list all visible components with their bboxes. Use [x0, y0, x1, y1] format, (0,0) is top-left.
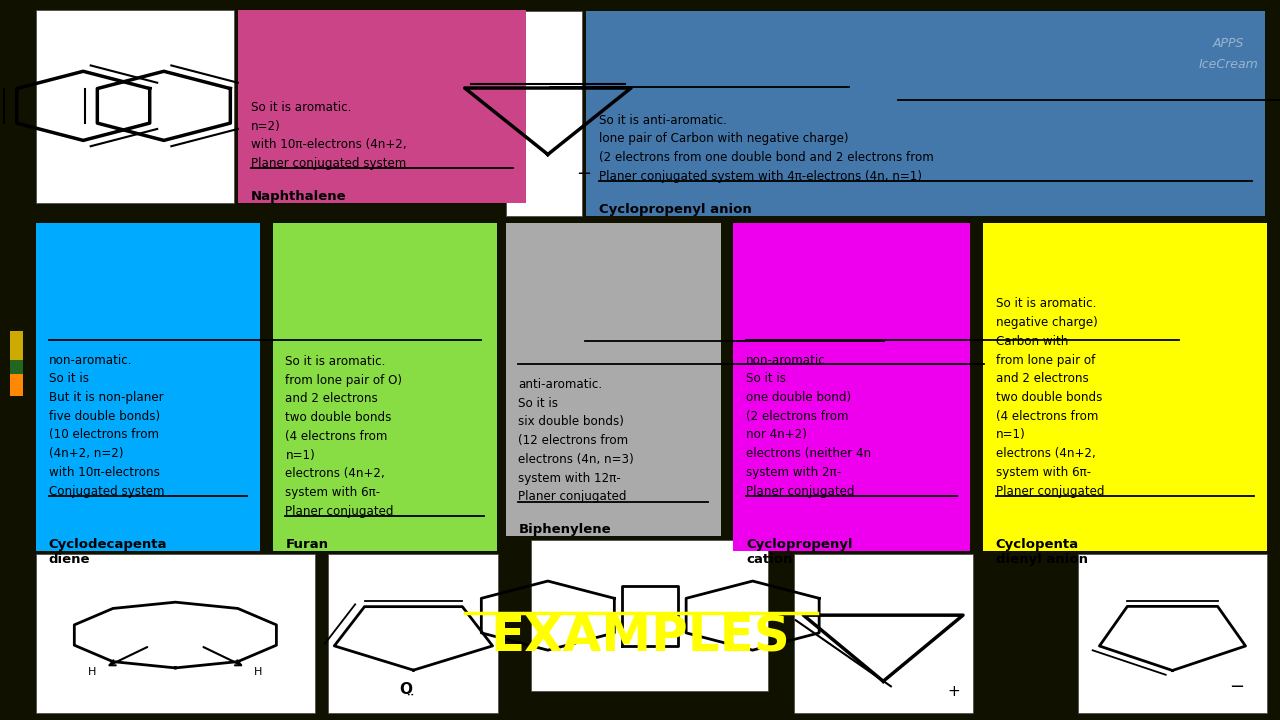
Text: non-aromatic.: non-aromatic.: [746, 354, 829, 366]
Text: and 2 electrons: and 2 electrons: [996, 372, 1088, 385]
FancyBboxPatch shape: [506, 11, 582, 216]
Text: lone pair of Carbon with negative charge): lone pair of Carbon with negative charge…: [599, 132, 849, 145]
Text: Planer conjugated system with 4π-electrons (4n, n=1): Planer conjugated system with 4π-electro…: [599, 170, 922, 183]
Text: Planer conjugated: Planer conjugated: [518, 490, 627, 503]
Text: Planer conjugated: Planer conjugated: [996, 485, 1105, 498]
Text: (12 electrons from: (12 electrons from: [518, 434, 628, 447]
Text: anti-aromatic.: anti-aromatic.: [518, 378, 603, 391]
Text: with 10π-electrons (4n+2,: with 10π-electrons (4n+2,: [251, 138, 407, 151]
Text: ¨: ¨: [404, 693, 415, 710]
Text: So it is aromatic.: So it is aromatic.: [251, 101, 351, 114]
FancyBboxPatch shape: [506, 223, 721, 536]
Text: So it is anti-aromatic.: So it is anti-aromatic.: [599, 114, 727, 127]
Text: Cyclopropenyl anion: Cyclopropenyl anion: [599, 203, 751, 216]
Text: (4n+2, n=2): (4n+2, n=2): [49, 447, 123, 460]
Text: from lone pair of: from lone pair of: [996, 354, 1096, 366]
FancyBboxPatch shape: [10, 360, 23, 374]
FancyBboxPatch shape: [733, 223, 970, 551]
Text: system with 6π-: system with 6π-: [996, 466, 1091, 479]
Text: −: −: [1229, 678, 1244, 696]
Text: EXAMPLES: EXAMPLES: [490, 613, 790, 661]
Text: Planer conjugated system: Planer conjugated system: [251, 157, 406, 170]
Text: two double bonds: two double bonds: [996, 391, 1102, 404]
Text: Cyclodecapenta
diene: Cyclodecapenta diene: [49, 538, 168, 567]
Text: Carbon with: Carbon with: [996, 335, 1069, 348]
Text: with 10π-electrons: with 10π-electrons: [49, 466, 160, 479]
Text: So it is aromatic.: So it is aromatic.: [996, 297, 1096, 310]
Text: n=1): n=1): [996, 428, 1025, 441]
FancyBboxPatch shape: [36, 10, 234, 203]
Text: system with 2π-: system with 2π-: [746, 466, 841, 479]
Text: n=2): n=2): [251, 120, 280, 132]
FancyBboxPatch shape: [238, 10, 526, 203]
Text: Planer conjugated: Planer conjugated: [285, 505, 394, 518]
Text: one double bond): one double bond): [746, 391, 851, 404]
Text: Conjugated system: Conjugated system: [49, 485, 164, 498]
Text: (4 electrons from: (4 electrons from: [285, 430, 388, 443]
Text: five double bonds): five double bonds): [49, 410, 160, 423]
Text: Cyclopenta
dienyl anion: Cyclopenta dienyl anion: [996, 538, 1088, 567]
Text: H: H: [255, 667, 262, 678]
FancyBboxPatch shape: [983, 223, 1267, 551]
Text: IceCream: IceCream: [1199, 58, 1258, 71]
Text: (4 electrons from: (4 electrons from: [996, 410, 1098, 423]
Text: H: H: [88, 667, 96, 678]
FancyBboxPatch shape: [794, 554, 973, 713]
Text: (2 electrons from one double bond and 2 electrons from: (2 electrons from one double bond and 2 …: [599, 151, 934, 164]
Text: two double bonds: two double bonds: [285, 411, 392, 424]
Text: system with 6π-: system with 6π-: [285, 486, 380, 499]
Text: six double bonds): six double bonds): [518, 415, 625, 428]
Text: Furan: Furan: [285, 538, 329, 551]
Text: system with 12π-: system with 12π-: [518, 472, 621, 485]
FancyBboxPatch shape: [273, 223, 497, 551]
Text: −: −: [576, 164, 591, 182]
FancyBboxPatch shape: [10, 374, 23, 396]
Text: So it is: So it is: [49, 372, 88, 385]
Text: nor 4n+2): nor 4n+2): [746, 428, 808, 441]
FancyBboxPatch shape: [36, 554, 315, 713]
Text: APPS: APPS: [1213, 37, 1244, 50]
Text: But it is non-planer: But it is non-planer: [49, 391, 164, 404]
FancyBboxPatch shape: [586, 11, 1265, 216]
Text: n=1): n=1): [285, 449, 315, 462]
Text: Naphthalene: Naphthalene: [251, 190, 347, 203]
Text: (2 electrons from: (2 electrons from: [746, 410, 849, 423]
FancyBboxPatch shape: [328, 554, 498, 713]
Text: +: +: [947, 684, 960, 698]
Text: Planer conjugated: Planer conjugated: [746, 485, 855, 498]
Text: negative charge): negative charge): [996, 316, 1097, 329]
Text: Biphenylene: Biphenylene: [518, 523, 611, 536]
FancyBboxPatch shape: [1078, 554, 1267, 713]
Text: O: O: [399, 682, 412, 696]
Text: So it is: So it is: [518, 397, 558, 410]
Text: electrons (4n, n=3): electrons (4n, n=3): [518, 453, 634, 466]
Text: So it is aromatic.: So it is aromatic.: [285, 355, 385, 368]
Text: from lone pair of O): from lone pair of O): [285, 374, 402, 387]
Text: Cyclopropenyl
cation: Cyclopropenyl cation: [746, 538, 852, 567]
Text: and 2 electrons: and 2 electrons: [285, 392, 378, 405]
FancyBboxPatch shape: [531, 540, 768, 691]
Text: electrons (4n+2,: electrons (4n+2,: [285, 467, 385, 480]
Text: non-aromatic.: non-aromatic.: [49, 354, 132, 366]
Text: electrons (4n+2,: electrons (4n+2,: [996, 447, 1096, 460]
Text: (10 electrons from: (10 electrons from: [49, 428, 159, 441]
FancyBboxPatch shape: [10, 331, 23, 360]
Text: So it is: So it is: [746, 372, 786, 385]
FancyBboxPatch shape: [36, 223, 260, 551]
Text: electrons (neither 4n: electrons (neither 4n: [746, 447, 872, 460]
